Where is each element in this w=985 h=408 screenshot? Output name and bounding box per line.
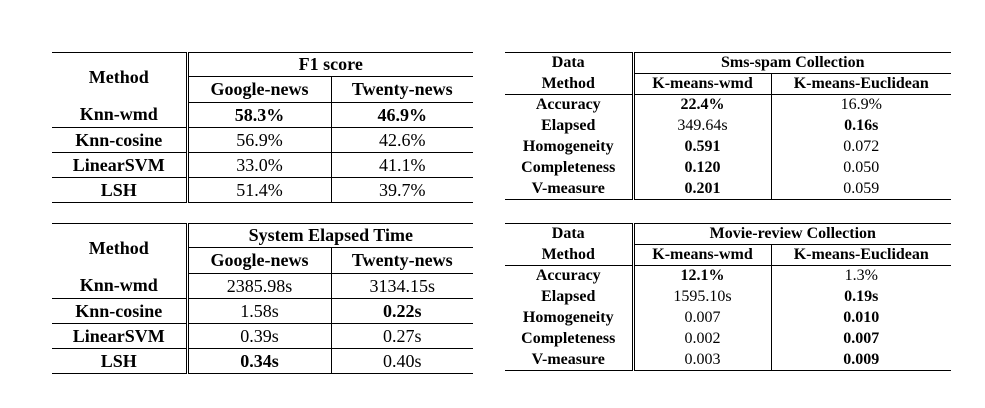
row-label: Elapsed: [505, 115, 635, 137]
row-label: V-measure: [505, 349, 635, 371]
table-cell: 0.003: [633, 349, 772, 371]
row-label: Knn-cosine: [52, 298, 189, 324]
table-cell: 0.16s: [844, 117, 879, 134]
row-label: LinearSVM: [52, 323, 189, 349]
col-header: Google-news: [187, 247, 332, 274]
col-header: K-means-Euclidean: [771, 73, 951, 95]
col-header: K-means-wmd: [633, 73, 772, 95]
row-label: Knn-wmd: [52, 102, 189, 128]
col-header: K-means-wmd: [633, 244, 772, 266]
table-cell: 0.007: [633, 307, 772, 329]
table-cell: 42.6%: [331, 127, 473, 153]
movie-review-table: Data Movie-review Collection Method K-me…: [505, 223, 951, 371]
data-header: Data: [505, 223, 635, 245]
table-cell: 16.9%: [840, 96, 882, 114]
group-header: Sms-spam Collection: [633, 52, 951, 74]
table-cell: 349.64s: [633, 115, 772, 137]
col-header: K-means-Euclidean: [771, 244, 951, 266]
table-cell: 0.34s: [187, 348, 332, 374]
table-cell: 0.002: [633, 328, 772, 350]
f1-score-table: Method F1 score Google-news Twenty-news …: [52, 52, 473, 203]
row-label: Elapsed: [505, 286, 635, 308]
table-cell: 2385.98s: [187, 273, 332, 299]
row-label: Knn-wmd: [52, 273, 189, 299]
table-cell: 0.120: [633, 157, 772, 179]
table-cell: 39.7%: [331, 177, 473, 203]
row-label: Knn-cosine: [52, 127, 189, 153]
table-cell: 0.072: [843, 138, 880, 155]
table-cell: 0.010: [843, 309, 880, 326]
row-label: LinearSVM: [52, 152, 189, 178]
col-header: Twenty-news: [331, 76, 473, 103]
table-cell: 0.007: [843, 330, 880, 347]
table-cell: 0.22s: [331, 298, 474, 324]
table-cell: 0.40s: [331, 348, 474, 374]
method-header: Method: [505, 244, 635, 266]
table-cell: 0.059: [771, 178, 951, 200]
table-cell: 0.27s: [331, 323, 474, 349]
method-header: Method: [52, 223, 189, 274]
table-cell: 3134.15s: [331, 273, 474, 299]
row-label: V-measure: [505, 178, 635, 200]
row-label: Homogeneity: [505, 307, 635, 329]
row-label: Accuracy: [505, 94, 635, 116]
table-cell: 33.0%: [187, 152, 332, 178]
table-cell: 58.3%: [187, 102, 332, 128]
row-label: LSH: [52, 177, 189, 203]
col-header: Google-news: [187, 76, 332, 103]
row-label: Homogeneity: [505, 136, 635, 158]
table-cell: 1.3%: [844, 267, 878, 285]
row-label: Completeness: [505, 157, 635, 179]
group-header: Movie-review Collection: [633, 223, 951, 245]
table-cell: 46.9%: [331, 102, 473, 128]
table-cell: 12.1%: [633, 265, 772, 287]
table-cell: 0.19s: [844, 288, 879, 305]
elapsed-time-table: Method System Elapsed Time Google-news T…: [52, 223, 474, 374]
col-header: Twenty-news: [331, 247, 474, 274]
table-cell: 51.4%: [187, 177, 332, 203]
table-cell: 1.58s: [187, 298, 332, 324]
table-cell: 0.201: [633, 178, 772, 200]
table-cell: 0.591: [633, 136, 772, 158]
table-cell: 41.1%: [331, 152, 473, 178]
table-cell: 56.9%: [187, 127, 332, 153]
table-cell: 0.050: [843, 159, 880, 176]
group-header: System Elapsed Time: [187, 223, 474, 248]
sms-spam-table: Data Sms-spam Collection Method K-means-…: [505, 52, 951, 200]
row-label: Completeness: [505, 328, 635, 350]
data-header: Data: [505, 52, 635, 74]
row-label: LSH: [52, 348, 189, 374]
table-cell: 1595.10s: [633, 286, 772, 308]
table-cell: 22.4%: [633, 94, 772, 116]
method-header: Method: [505, 73, 635, 95]
table-cell: 0.009: [771, 349, 951, 371]
table-cell: 0.39s: [187, 323, 332, 349]
group-header: F1 score: [187, 52, 473, 77]
row-label: Accuracy: [505, 265, 635, 287]
method-header: Method: [52, 52, 189, 103]
